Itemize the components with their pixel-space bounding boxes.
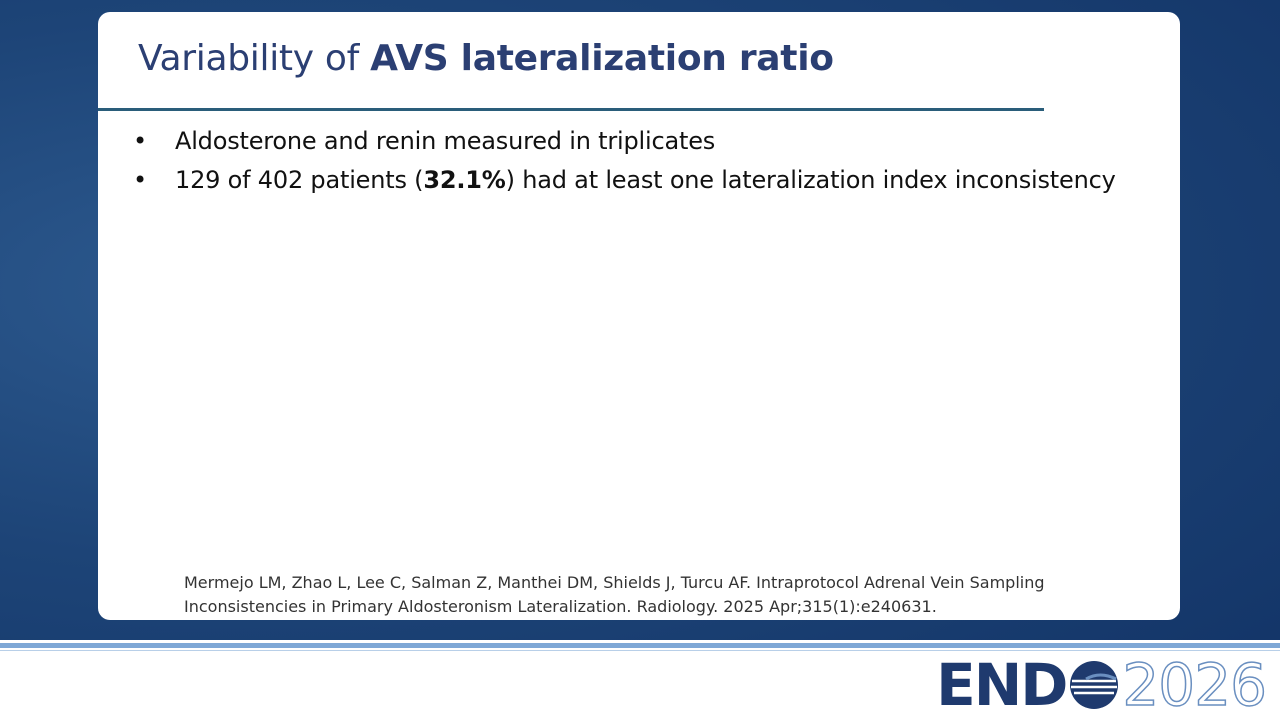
title-bold: AVS lateralization ratio bbox=[370, 38, 834, 79]
reference-line: Mermejo LM, Zhao L, Lee C, Salman Z, Man… bbox=[184, 573, 1045, 592]
logo: END 2026 bbox=[936, 650, 1268, 720]
footer-line bbox=[0, 650, 1280, 651]
reference: Mermejo LM, Zhao L, Lee C, Salman Z, Man… bbox=[184, 571, 1045, 619]
logo-text: END bbox=[936, 651, 1068, 719]
bullet-text: Aldosterone and renin measured in tripli… bbox=[175, 127, 716, 155]
footer-strip bbox=[0, 640, 1280, 720]
content-card: Variability of AVS lateralization ratio … bbox=[98, 12, 1180, 620]
bullet-item: 129 of 402 patients (32.1%) had at least… bbox=[128, 161, 1116, 200]
bullet-text: 129 of 402 patients ( bbox=[175, 166, 424, 194]
slide-title: Variability of AVS lateralization ratio bbox=[138, 38, 834, 79]
logo-year: 2026 bbox=[1122, 650, 1268, 720]
bullet-text: ) had at least one lateralization index … bbox=[505, 166, 1116, 194]
bullet-list: Aldosterone and renin measured in tripli… bbox=[128, 122, 1116, 200]
title-rule bbox=[98, 108, 1044, 111]
logo-globe bbox=[1070, 661, 1119, 709]
title-regular: Variability of bbox=[138, 38, 371, 79]
footer-line bbox=[0, 643, 1280, 648]
reference-line: Inconsistencies in Primary Aldosteronism… bbox=[184, 597, 937, 616]
bullet-item: Aldosterone and renin measured in tripli… bbox=[128, 122, 1116, 161]
bullet-bold: 32.1% bbox=[423, 166, 506, 194]
